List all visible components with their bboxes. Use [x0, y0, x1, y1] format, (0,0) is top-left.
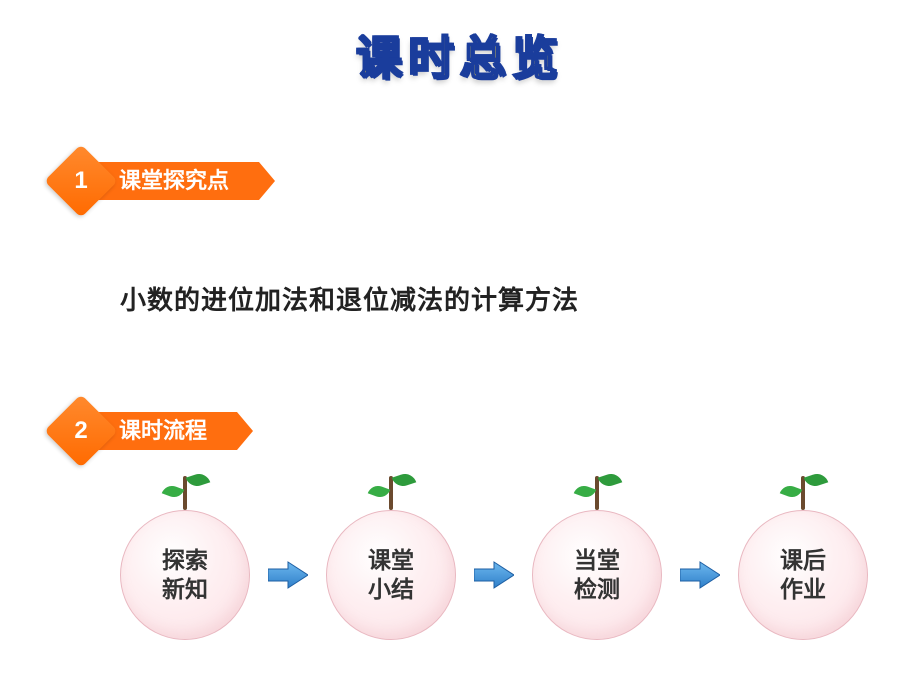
apple-leaf-icon: [598, 471, 623, 489]
flow-node-label: 当堂 检测: [574, 546, 620, 604]
body-text: 小数的进位加法和退位减法的计算方法: [120, 280, 579, 317]
flow-node-body: 课后 作业: [738, 510, 868, 640]
section-1-diamond-icon: 1: [55, 155, 107, 207]
section-2-head: 2 课时流程: [55, 405, 203, 457]
flow-node: 课堂 小结: [326, 470, 456, 640]
apple-leaf-icon: [574, 483, 597, 500]
apple-leaf-icon: [780, 483, 803, 500]
flow-node-label: 课后 作业: [780, 546, 826, 604]
section-1: 1 课堂探究点: [55, 155, 225, 207]
apple-leaf-icon: [162, 483, 185, 500]
flow-node-body: 探索 新知: [120, 510, 250, 640]
flow-arrow-icon: [474, 560, 514, 590]
flow-node-label: 课堂 小结: [368, 546, 414, 604]
flow-row: 探索 新知 课堂 小结 当堂 检测: [120, 470, 868, 640]
flow-node-body: 当堂 检测: [532, 510, 662, 640]
flow-node: 探索 新知: [120, 470, 250, 640]
section-2-number: 2: [55, 405, 107, 457]
section-2: 2 课时流程: [55, 405, 203, 457]
apple-leaf-icon: [392, 471, 417, 489]
section-1-number: 1: [55, 155, 107, 207]
flow-node: 当堂 检测: [532, 470, 662, 640]
section-1-head: 1 课堂探究点: [55, 155, 225, 207]
page-title: 课时总览: [356, 22, 564, 88]
apple-leaf-icon: [186, 471, 211, 489]
apple-leaf-icon: [368, 483, 391, 500]
flow-arrow-icon: [268, 560, 308, 590]
flow-node-label: 探索 新知: [162, 546, 208, 604]
flow-arrow-icon: [680, 560, 720, 590]
apple-leaf-icon: [804, 471, 829, 489]
section-2-diamond-icon: 2: [55, 405, 107, 457]
flow-node-body: 课堂 小结: [326, 510, 456, 640]
flow-node: 课后 作业: [738, 470, 868, 640]
page-title-wrap: 课时总览: [0, 0, 920, 88]
